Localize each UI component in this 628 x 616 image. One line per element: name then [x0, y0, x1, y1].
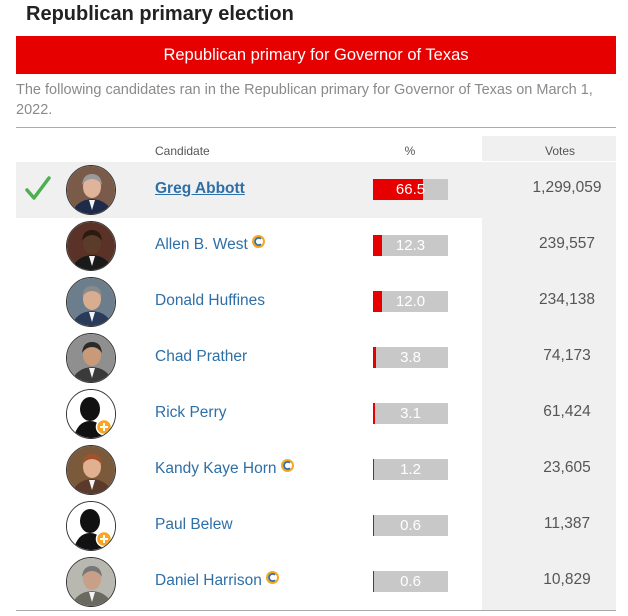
candidate-name-link[interactable]: Kandy Kaye Horn	[155, 458, 294, 478]
incumbent-icon	[265, 570, 279, 589]
votes-cell-shade	[482, 274, 616, 330]
results-table: Greg Abbott 66.5 1,299,059 Allen B. West 12.…	[16, 162, 616, 610]
candidate-name-text: Allen B. West	[155, 236, 248, 253]
candidate-photo	[66, 557, 116, 607]
candidate-row: Daniel Harrison 0.6 10,829	[16, 554, 616, 610]
vote-count: 234,138	[538, 291, 596, 308]
vote-count: 23,605	[543, 459, 591, 476]
candidate-name-text: Greg Abbott	[155, 180, 245, 197]
votes-cell-shade	[482, 442, 616, 498]
candidate-name-link[interactable]: Daniel Harrison	[155, 570, 279, 590]
vote-count: 1,299,059	[532, 179, 602, 196]
votes-cell-shade	[482, 386, 616, 442]
votes-column-header-shade	[482, 136, 616, 161]
percent-label: 3.1	[400, 405, 421, 422]
candidate-name-text: Kandy Kaye Horn	[155, 460, 277, 477]
candidate-photo	[66, 333, 116, 383]
candidate-name-link[interactable]: Allen B. West	[155, 234, 265, 254]
percent-label: 1.2	[400, 461, 421, 478]
candidate-name-link[interactable]: Donald Huffines	[155, 292, 265, 310]
candidate-row: Rick Perry 3.1 61,424	[16, 386, 616, 442]
percent-bar: 3.8	[373, 347, 448, 368]
percent-bar: 66.5	[373, 179, 448, 200]
votes-cell-shade	[482, 330, 616, 386]
placeholder-avatar-icon	[66, 501, 116, 551]
race-banner: Republican primary for Governor of Texas	[16, 36, 616, 74]
percent-label: 0.6	[400, 517, 421, 534]
candidate-name-link[interactable]: Paul Belew	[155, 516, 233, 534]
percent-bar-fill	[373, 403, 376, 424]
vote-count: 11,387	[543, 515, 591, 532]
section-heading: Republican primary election	[26, 3, 294, 25]
candidate-row: Chad Prather 3.8 74,173	[16, 330, 616, 386]
vote-count: 61,424	[543, 403, 591, 420]
percent-bar: 3.1	[373, 403, 448, 424]
column-header-percent: %	[404, 144, 416, 158]
top-divider	[16, 127, 616, 128]
candidate-name-link[interactable]: Chad Prather	[155, 348, 247, 366]
candidate-name-link[interactable]: Greg Abbott	[155, 180, 245, 198]
percent-bar: 1.2	[373, 459, 448, 480]
percent-bar-fill	[373, 179, 423, 200]
candidate-photo	[66, 165, 116, 215]
placeholder-avatar-icon	[66, 389, 116, 439]
vote-count: 239,557	[538, 235, 596, 252]
percent-bar-fill	[373, 291, 382, 312]
race-description: The following candidates ran in the Repu…	[16, 82, 593, 118]
candidate-name-text: Chad Prather	[155, 348, 248, 365]
vote-count: 74,173	[543, 347, 591, 364]
percent-label: 12.3	[395, 237, 426, 254]
percent-bar: 0.6	[373, 571, 448, 592]
candidate-photo	[66, 277, 116, 327]
incumbent-icon	[280, 458, 294, 477]
percent-bar: 12.0	[373, 291, 448, 312]
candidate-name-text: Daniel Harrison	[155, 572, 262, 589]
votes-cell-shade	[482, 498, 616, 554]
candidate-name-link[interactable]: Rick Perry	[155, 404, 226, 422]
candidate-row: Allen B. West 12.3 239,557	[16, 218, 616, 274]
percent-bar: 0.6	[373, 515, 448, 536]
percent-label: 12.0	[395, 293, 426, 310]
percent-label: 3.8	[400, 349, 421, 366]
percent-bar-fill	[373, 235, 383, 256]
candidate-row: Kandy Kaye Horn 1.2 23,605	[16, 442, 616, 498]
bottom-divider	[16, 610, 616, 611]
percent-bar: 12.3	[373, 235, 448, 256]
percent-bar-fill	[373, 347, 376, 368]
candidate-name-text: Rick Perry	[155, 404, 227, 421]
percent-label: 66.5	[395, 181, 426, 198]
percent-label: 0.6	[400, 573, 421, 590]
candidate-photo	[66, 445, 116, 495]
incumbent-icon	[251, 234, 265, 253]
candidate-name-text: Paul Belew	[155, 516, 233, 533]
votes-cell-shade	[482, 218, 616, 274]
candidate-row: Donald Huffines 12.0 234,138	[16, 274, 616, 330]
percent-bar-fill	[373, 459, 374, 480]
candidate-row: Paul Belew 0.6 11,387	[16, 498, 616, 554]
vote-count: 10,829	[543, 571, 591, 588]
candidate-name-text: Donald Huffines	[155, 292, 266, 309]
candidate-row: Greg Abbott 66.5 1,299,059	[16, 162, 616, 218]
candidate-photo	[66, 221, 116, 271]
column-header-votes: Votes	[544, 144, 576, 158]
column-header-candidate: Candidate	[155, 144, 210, 158]
votes-cell-shade	[482, 554, 616, 610]
winner-check-icon	[24, 174, 52, 204]
